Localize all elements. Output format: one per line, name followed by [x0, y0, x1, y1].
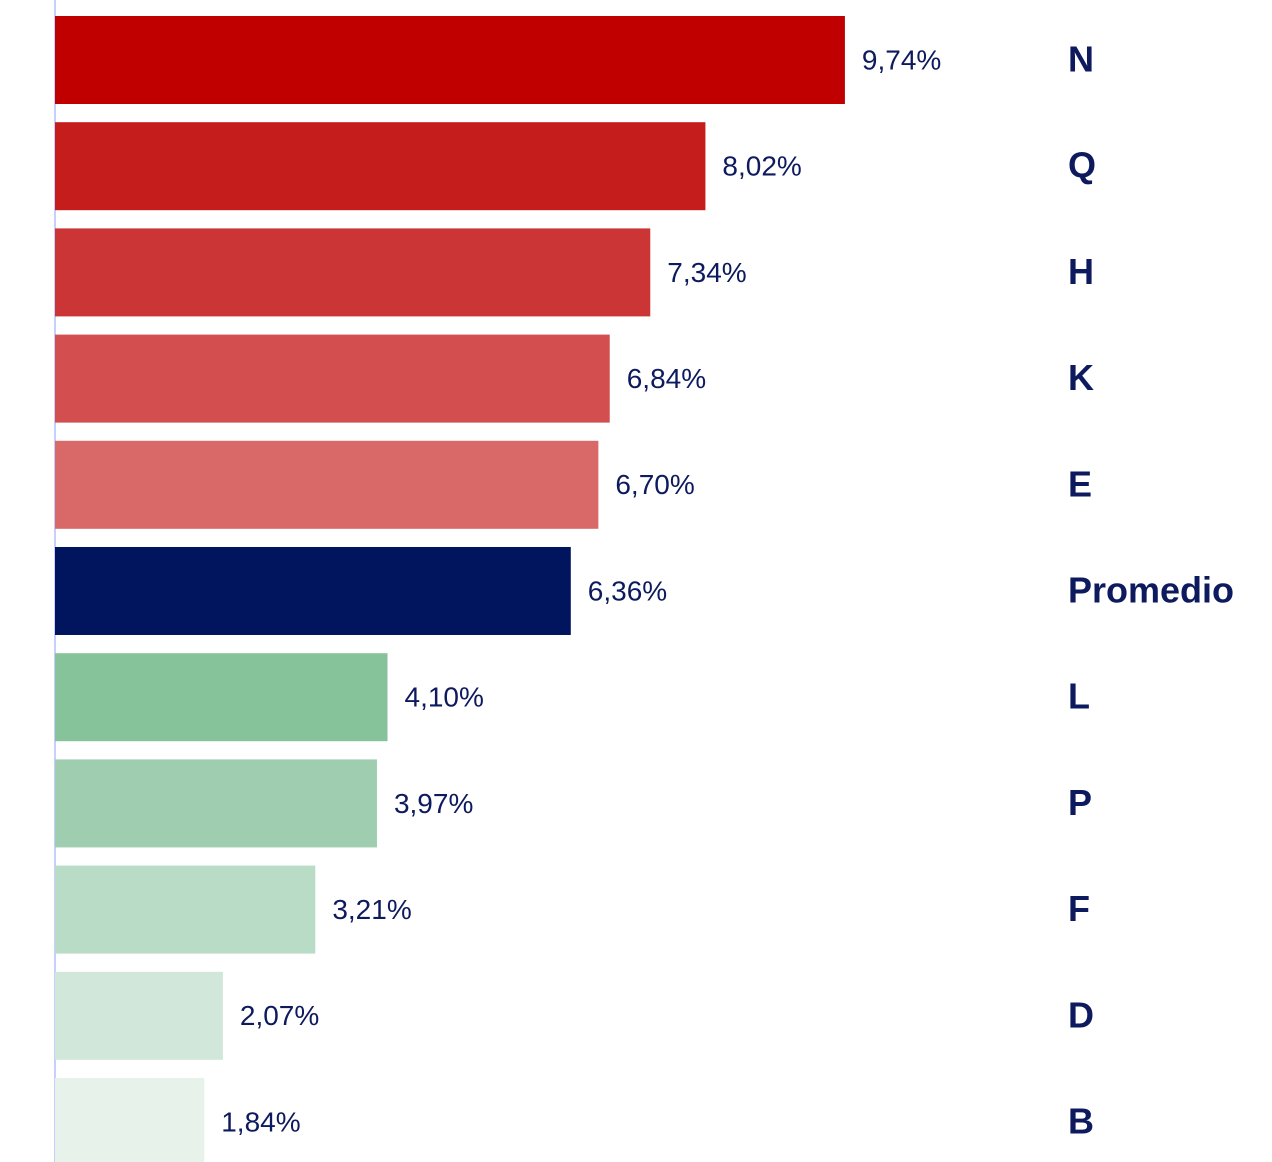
value-label: 4,10% [405, 682, 484, 713]
category-label: K [1068, 357, 1094, 398]
value-label: 3,97% [394, 788, 473, 819]
category-label: Q [1068, 145, 1096, 186]
bar [55, 440, 599, 529]
value-label: 7,34% [667, 257, 746, 288]
category-label: P [1068, 782, 1092, 823]
category-label: D [1068, 994, 1094, 1035]
bar [55, 122, 706, 211]
category-label: E [1068, 463, 1092, 504]
bar [55, 653, 388, 742]
value-label: 6,70% [615, 469, 694, 500]
bar [55, 759, 377, 848]
value-label: 3,21% [332, 894, 411, 925]
value-label: 2,07% [240, 1000, 319, 1031]
bar [55, 971, 223, 1060]
value-label: 6,84% [627, 363, 706, 394]
category-label: H [1068, 251, 1094, 292]
bar [55, 547, 571, 635]
value-label: 9,74% [862, 44, 941, 75]
bar [55, 1078, 205, 1162]
bar [55, 865, 316, 954]
category-label: F [1068, 888, 1090, 929]
category-label: N [1068, 39, 1094, 80]
bar [55, 334, 610, 423]
category-label: L [1068, 676, 1090, 717]
category-label: Promedio [1068, 570, 1234, 611]
value-label: 8,02% [722, 151, 801, 182]
value-label: 1,84% [221, 1106, 300, 1137]
value-label: 6,36% [588, 575, 667, 606]
category-label: B [1068, 1101, 1094, 1142]
bar [55, 16, 845, 104]
bar [55, 228, 651, 317]
